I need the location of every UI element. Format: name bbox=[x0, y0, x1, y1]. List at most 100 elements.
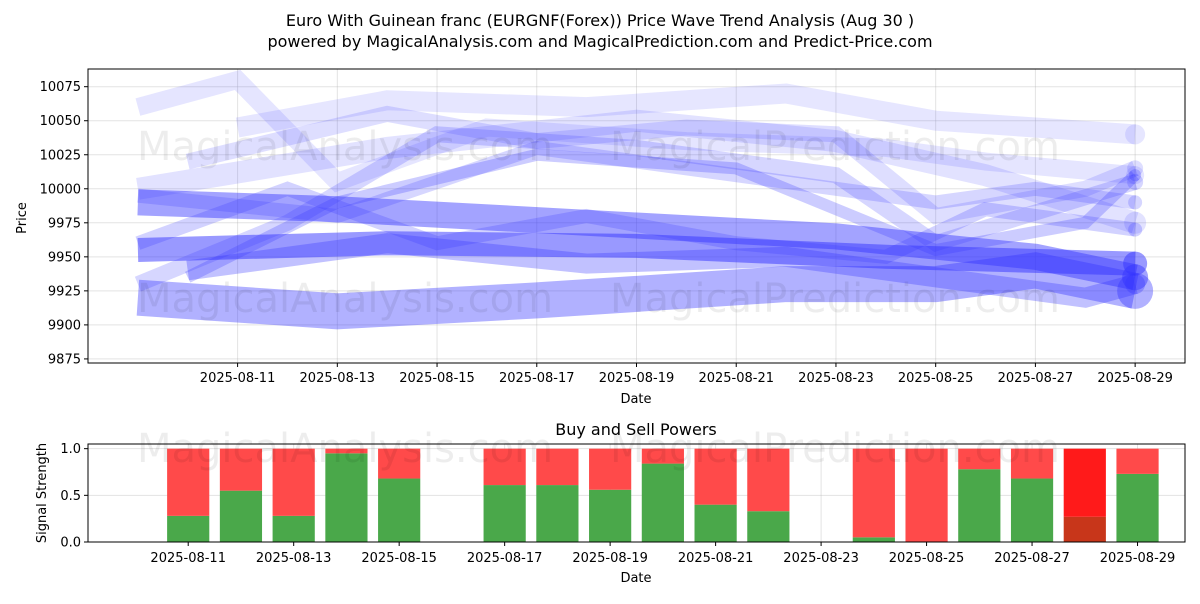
wave-line-2 bbox=[137, 189, 1138, 291]
wave-end-point-1 bbox=[1123, 251, 1148, 276]
wave-line-3 bbox=[186, 233, 1138, 308]
buy-sell-y-axis-label: Signal Strength bbox=[35, 443, 50, 543]
price-x-axis-label: Date bbox=[620, 392, 651, 407]
sell-bar bbox=[536, 448, 579, 486]
price-x-tick-label: 2025-08-19 bbox=[599, 371, 675, 386]
wave-end-point-6 bbox=[1128, 195, 1143, 210]
buy-bar bbox=[1010, 478, 1054, 542]
sell-bar bbox=[219, 448, 263, 491]
buy-sell-x-tick-label: 2025-08-19 bbox=[572, 551, 648, 566]
buy-sell-x-tick-label: 2025-08-29 bbox=[1100, 551, 1176, 566]
buy-bar bbox=[167, 515, 210, 542]
buy-sell-x-tick-label: 2025-08-11 bbox=[150, 551, 226, 566]
sell-bar bbox=[483, 448, 526, 486]
sell-bar bbox=[641, 448, 684, 464]
watermark-right-bottom: MagicalPrediction.com bbox=[610, 426, 1060, 472]
buy-bar bbox=[483, 485, 526, 542]
buy-sell-plot-area bbox=[88, 444, 1185, 542]
figure-title-line2: powered by MagicalAnalysis.com and Magic… bbox=[267, 32, 932, 51]
price-y-tick-label: 10075 bbox=[40, 80, 81, 95]
price-y-tick-label: 9975 bbox=[48, 216, 81, 231]
price-y-ticks: 9875 9900 9925 9950 9975 10000 10025 10050 10075 bbox=[40, 80, 88, 367]
wave-end-point-10 bbox=[1124, 211, 1147, 234]
wave-line-10 bbox=[136, 109, 1139, 234]
price-x-tick-label: 2025-08-25 bbox=[898, 371, 974, 386]
buy-sell-x-tick-label: 2025-08-27 bbox=[994, 551, 1070, 566]
buy-sell-y-ticks: 0.0 0.5 1.0 bbox=[60, 442, 88, 551]
price-plot-area bbox=[88, 69, 1185, 363]
buy-bar bbox=[958, 469, 1001, 542]
sell-bar bbox=[958, 448, 1001, 470]
sell-bar bbox=[1116, 448, 1159, 474]
wave-end-point-2 bbox=[1122, 264, 1149, 291]
buy-bar bbox=[1116, 473, 1159, 542]
buy-bar bbox=[852, 537, 895, 542]
price-x-tick-label: 2025-08-27 bbox=[998, 371, 1074, 386]
sell-bar bbox=[852, 448, 895, 538]
buy-bar bbox=[1063, 516, 1106, 542]
price-y-tick-label: 9875 bbox=[48, 352, 81, 367]
price-y-tick-label: 9950 bbox=[48, 250, 81, 265]
sell-bar bbox=[589, 448, 632, 490]
wave-end-point-5 bbox=[1126, 166, 1145, 185]
price-x-tick-label: 2025-08-13 bbox=[300, 371, 376, 386]
buy-bar bbox=[378, 478, 421, 542]
buy-bar bbox=[589, 489, 632, 542]
price-x-tick-label: 2025-08-11 bbox=[200, 371, 276, 386]
buy-sell-x-axis-label: Date bbox=[620, 571, 651, 586]
wave-end-point-0 bbox=[1117, 272, 1154, 309]
sell-bar bbox=[325, 448, 368, 454]
wave-end-point-9 bbox=[1129, 169, 1142, 182]
wave-end-point-7 bbox=[1127, 160, 1144, 177]
buy-sell-x-tick-label: 2025-08-25 bbox=[889, 551, 965, 566]
buy-bar bbox=[747, 511, 790, 542]
buy-sell-y-tick-label: 0.0 bbox=[60, 536, 81, 551]
watermark-right-mid: MagicalPrediction.com bbox=[610, 276, 1060, 322]
sell-bar bbox=[1010, 448, 1054, 479]
buy-sell-x-tick-label: 2025-08-21 bbox=[678, 551, 754, 566]
price-wave-chart: MagicalAnalysis.com MagicalPrediction.co… bbox=[15, 68, 1186, 407]
buy-sell-y-tick-label: 0.5 bbox=[60, 489, 81, 504]
price-y-tick-label: 9900 bbox=[48, 318, 81, 333]
wave-line-5 bbox=[135, 69, 1136, 193]
wave-line-11 bbox=[235, 83, 1136, 145]
price-y-tick-label: 10000 bbox=[40, 182, 81, 197]
buy-bar bbox=[219, 490, 263, 542]
wave-end-point-3 bbox=[1125, 274, 1146, 295]
price-x-tick-label: 2025-08-21 bbox=[698, 371, 774, 386]
sell-bar bbox=[272, 448, 315, 516]
sell-bar bbox=[1063, 448, 1106, 517]
sell-bar bbox=[694, 448, 737, 505]
price-waves bbox=[134, 69, 1154, 330]
buy-sell-x-tick-label: 2025-08-13 bbox=[256, 551, 332, 566]
watermark-left-bottom: MagicalAnalysis.com bbox=[137, 426, 553, 472]
buy-bar bbox=[272, 515, 315, 542]
price-y-tick-label: 10050 bbox=[40, 114, 81, 129]
buy-sell-x-tick-label: 2025-08-17 bbox=[467, 551, 543, 566]
price-y-axis-label: Price bbox=[15, 202, 30, 234]
buy-sell-y-tick-label: 1.0 bbox=[60, 442, 81, 457]
sell-bar bbox=[747, 448, 790, 512]
price-y-tick-label: 9925 bbox=[48, 284, 81, 299]
wave-line-4 bbox=[134, 126, 1138, 292]
watermark-left-mid: MagicalAnalysis.com bbox=[137, 276, 553, 322]
sell-bar bbox=[905, 448, 948, 542]
wave-end-point-4 bbox=[1127, 173, 1144, 190]
buy-sell-x-tick-label: 2025-08-15 bbox=[361, 551, 437, 566]
sell-bar bbox=[378, 448, 421, 479]
buy-sell-x-ticks: 2025-08-11 2025-08-13 2025-08-15 2025-08-17… bbox=[150, 542, 1175, 566]
watermark-right-top: MagicalPrediction.com bbox=[610, 124, 1060, 170]
wave-line-7 bbox=[185, 105, 1139, 225]
buy-sell-x-tick-label: 2025-08-23 bbox=[783, 551, 859, 566]
price-y-tick-label: 10025 bbox=[40, 148, 81, 163]
sell-bar bbox=[167, 448, 210, 516]
buy-sell-plot-frame bbox=[87, 443, 1186, 543]
wave-line-1 bbox=[137, 231, 1136, 276]
watermark-left-top: MagicalAnalysis.com bbox=[137, 124, 553, 170]
price-x-tick-label: 2025-08-23 bbox=[798, 371, 874, 386]
buy-sell-bars bbox=[167, 448, 1159, 542]
buy-sell-title: Buy and Sell Powers bbox=[555, 420, 717, 439]
buy-sell-chart: Buy and Sell Powers MagicalAnalysis.com … bbox=[35, 420, 1186, 586]
wave-end-point-11 bbox=[1125, 124, 1146, 145]
